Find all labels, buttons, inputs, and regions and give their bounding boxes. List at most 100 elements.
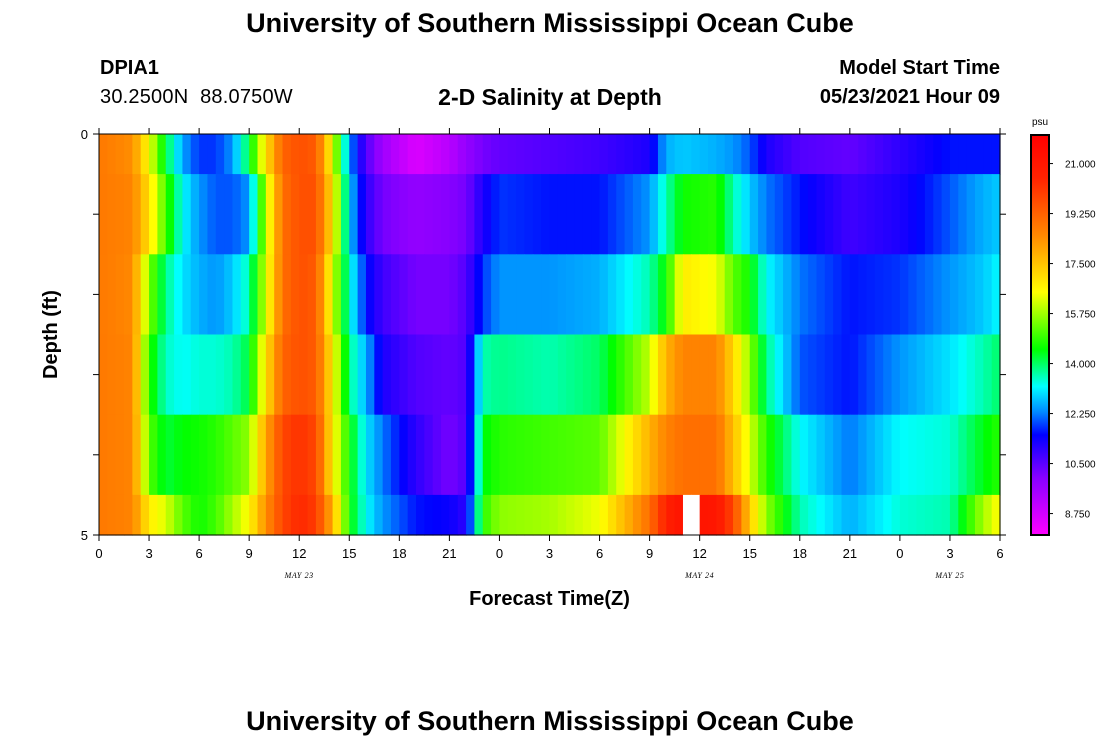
heatmap-cell <box>199 134 209 175</box>
heatmap-cell <box>232 414 242 496</box>
x-tick-label: 9 <box>646 546 653 561</box>
heatmap-cell <box>299 174 309 255</box>
heatmap-cell <box>365 174 375 255</box>
heatmap-cell <box>958 134 968 175</box>
heatmap-cell <box>115 494 125 536</box>
heatmap-cell <box>474 134 484 175</box>
heatmap-cell <box>841 414 851 496</box>
heatmap-cell <box>816 414 826 496</box>
heatmap-cell <box>124 494 133 536</box>
heatmap-cell <box>616 174 626 255</box>
heatmap-cell <box>424 254 434 336</box>
heatmap-cell <box>883 494 893 536</box>
heatmap-cell <box>983 174 993 255</box>
heatmap-cell <box>774 494 784 536</box>
x-tick-label: 21 <box>843 546 857 561</box>
heatmap-cell <box>833 414 843 496</box>
heatmap-cell <box>574 494 584 536</box>
heatmap-cell <box>691 174 701 255</box>
heatmap-cell <box>549 174 559 255</box>
heatmap-cell <box>365 134 375 175</box>
heatmap-cell <box>482 254 492 336</box>
heatmap-cell <box>841 174 851 255</box>
heatmap-cell <box>182 134 192 175</box>
heatmap-cell <box>766 134 776 175</box>
heatmap-cell <box>958 174 968 255</box>
heatmap-cell <box>783 334 793 416</box>
heatmap-cell <box>340 414 350 496</box>
heatmap-cell <box>616 334 626 416</box>
heatmap-cell <box>674 254 684 336</box>
heatmap-cell <box>591 254 601 336</box>
heatmap-cell <box>791 134 801 175</box>
heatmap-cell <box>791 494 801 536</box>
heatmap-cell <box>457 414 467 496</box>
heatmap-cell <box>174 134 184 175</box>
heatmap-cell <box>566 174 576 255</box>
heatmap-cell <box>991 134 1001 175</box>
heatmap-cell <box>474 174 484 255</box>
heatmap-cell <box>365 254 375 336</box>
heatmap-cell <box>766 334 776 416</box>
heatmap-cell <box>983 494 993 536</box>
heatmap-cell <box>274 134 284 175</box>
heatmap-cell <box>215 494 225 536</box>
heatmap-cell <box>307 494 317 536</box>
heatmap-cell <box>265 334 275 416</box>
heatmap-cell <box>466 254 476 336</box>
heatmap-cell <box>491 134 501 175</box>
heatmap-cell <box>349 414 359 496</box>
heatmap-cell <box>107 174 117 255</box>
heatmap-cell <box>549 414 559 496</box>
heatmap-cell <box>224 334 234 416</box>
heatmap-cell <box>315 254 325 336</box>
heatmap-cell <box>616 414 626 496</box>
heatmap-cell <box>908 414 918 496</box>
heatmap-cell <box>249 254 259 336</box>
heatmap-cell <box>758 334 767 416</box>
heatmap-cell <box>407 334 417 416</box>
heatmap-cell <box>199 254 209 336</box>
heatmap-cell <box>799 334 809 416</box>
heatmap-cell <box>566 254 576 336</box>
heatmap-cell <box>591 494 601 536</box>
heatmap-cell <box>290 134 300 175</box>
heatmap-cell <box>849 134 859 175</box>
heatmap-cell <box>824 414 834 496</box>
heatmap-cell <box>657 174 667 255</box>
heatmap-cell <box>641 174 651 255</box>
heatmap-cell <box>699 494 709 536</box>
heatmap-cell <box>466 134 476 175</box>
heatmap-cell <box>157 414 167 496</box>
heatmap-cell <box>340 174 350 255</box>
heatmap-cell <box>149 414 158 496</box>
heatmap-cell <box>574 174 584 255</box>
heatmap-cell <box>441 134 450 175</box>
heatmap-cell <box>482 414 492 496</box>
heatmap-cell <box>107 334 117 416</box>
heatmap-cell <box>974 134 984 175</box>
x-tick-label: 18 <box>392 546 406 561</box>
heatmap-cell <box>174 494 184 536</box>
heatmap-cell <box>783 134 793 175</box>
heatmap-cell <box>833 174 843 255</box>
colorbar-tick-label: 14.000 <box>1065 360 1096 371</box>
heatmap-cell <box>449 134 459 175</box>
heatmap-cell <box>983 334 993 416</box>
heatmap-cell <box>315 334 325 416</box>
heatmap-cell <box>491 414 501 496</box>
heatmap-cell <box>290 254 300 336</box>
x-tick-label: 9 <box>246 546 253 561</box>
heatmap-cell <box>724 414 734 496</box>
heatmap-cell <box>516 254 526 336</box>
heatmap-cell <box>99 134 108 175</box>
heatmap-cell <box>190 134 200 175</box>
heatmap-cell <box>132 414 142 496</box>
heatmap-cell <box>833 334 843 416</box>
heatmap-cell <box>941 174 951 255</box>
heatmap-cell <box>140 494 150 536</box>
heatmap-cell <box>607 494 617 536</box>
heatmap-cell <box>816 334 826 416</box>
date-label: MAY 23 <box>284 571 314 580</box>
heatmap-cell <box>165 414 175 496</box>
